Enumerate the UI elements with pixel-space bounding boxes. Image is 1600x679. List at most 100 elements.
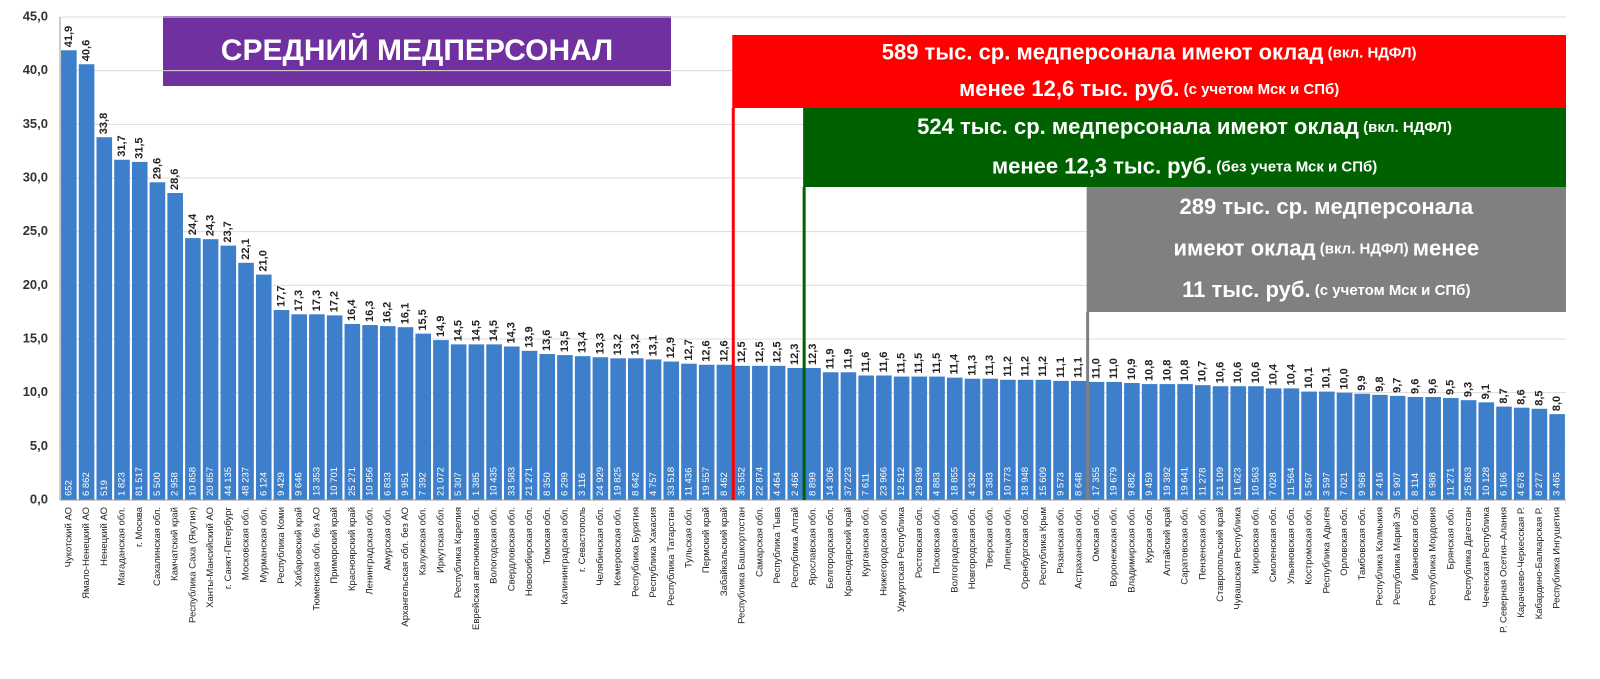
value-label: 9,6 [1427, 379, 1439, 394]
value-label: 11,0 [1108, 358, 1120, 379]
x-tick-label: г. Санкт-Петербург [223, 506, 234, 589]
value-label: 10,8 [1161, 360, 1173, 381]
bar [698, 364, 715, 500]
x-tick-label: Республика Алтай [790, 507, 801, 588]
bar [610, 358, 626, 500]
value-label: 17,3 [293, 290, 305, 311]
annotation-part: 524 тыс. ср. медперсонала имеют оклад [917, 114, 1359, 139]
bar [504, 346, 520, 500]
x-tick-label: Орловская обл. [1339, 507, 1350, 576]
count-label: 4 678 [1516, 472, 1527, 496]
x-tick-label: Нижегородская обл. [878, 507, 889, 596]
count-label: 5 567 [1304, 472, 1315, 496]
bar [1124, 383, 1140, 500]
value-label: 13,3 [594, 333, 606, 354]
bar [433, 340, 449, 500]
count-label: 10 435 [489, 467, 500, 496]
count-label: 19 392 [1162, 467, 1173, 496]
bar [752, 365, 768, 500]
x-tick-label: Астраханская обл. [1073, 507, 1084, 589]
bar [450, 344, 467, 500]
bar [1106, 381, 1122, 500]
value-label: 10,7 [1197, 361, 1209, 382]
x-tick-label: Курганская обл. [861, 507, 872, 577]
x-tick-label: Калининградская обл. [559, 507, 570, 605]
x-tick-label: Новосибирская обл. [524, 507, 535, 596]
value-label: 10,0 [1338, 368, 1350, 389]
value-label: 12,3 [789, 344, 801, 365]
bar [645, 359, 662, 500]
bar [1496, 406, 1512, 500]
x-tick-label: Смоленская обл. [1268, 507, 1279, 582]
bar [1407, 396, 1424, 500]
bar [929, 376, 945, 500]
count-label: 2 958 [170, 472, 181, 496]
value-label: 23,7 [222, 221, 234, 242]
bar [1549, 414, 1565, 500]
count-label: 4 332 [967, 472, 978, 496]
annotation-text: 589 тыс. ср. медперсонала имеют оклад (в… [882, 39, 1417, 64]
count-label: 7 392 [418, 472, 429, 496]
value-label: 31,7 [116, 135, 128, 156]
count-label: 8 642 [630, 472, 641, 496]
value-label: 41,9 [63, 26, 75, 47]
bar [982, 378, 998, 500]
value-label: 11,5 [931, 353, 943, 374]
bar [1354, 393, 1371, 500]
bar [1000, 379, 1016, 500]
bar [1531, 408, 1548, 500]
count-label: 7 611 [861, 473, 872, 496]
value-label: 11,2 [1037, 356, 1049, 377]
annotation-text: менее 12,6 тыс. руб. (с учетом Мск и СПб… [959, 76, 1339, 101]
count-label: 4 883 [932, 472, 943, 496]
count-label: 19 557 [701, 467, 712, 496]
bar [911, 376, 928, 500]
x-tick-label: Ямало-Ненецкий АО [81, 507, 92, 599]
bar [1017, 379, 1034, 500]
count-label: 5 500 [152, 472, 163, 496]
bar [1194, 385, 1211, 500]
x-tick-label: Челябинская обл. [595, 507, 606, 586]
value-label: 11,1 [1055, 357, 1067, 378]
x-tick-label: Ханты-Мансийский АО [205, 507, 216, 608]
value-label: 11,5 [913, 353, 925, 374]
bar [1513, 407, 1530, 500]
value-label: 13,5 [559, 331, 571, 352]
bar [787, 367, 804, 500]
bar [220, 245, 237, 500]
bar [1460, 400, 1477, 500]
bar [876, 375, 892, 500]
bar [539, 354, 556, 500]
value-label: 12,7 [683, 339, 695, 360]
x-tick-label: Ярославская обл. [808, 507, 819, 586]
count-label: 8 899 [808, 472, 819, 496]
annotation-part: 11 тыс. руб. [1182, 277, 1310, 302]
value-label: 16,3 [364, 301, 376, 322]
x-tick-label: Воронежская обл. [1109, 507, 1120, 587]
count-label: 10 858 [187, 467, 198, 496]
count-label: 21 109 [1215, 467, 1226, 496]
count-label: 11 623 [1233, 468, 1244, 496]
x-tick-label: Республика Мордовия [1428, 507, 1439, 606]
x-tick-label: Пермский край [701, 507, 712, 573]
count-label: 19 641 [1180, 467, 1191, 496]
x-tick-label: Московская обл. [241, 507, 252, 580]
bar [167, 193, 183, 500]
count-label: 6 166 [1499, 472, 1510, 496]
value-label: 8,6 [1516, 389, 1528, 404]
bar [1336, 392, 1353, 500]
count-label: 9 882 [1126, 472, 1137, 496]
value-label: 9,7 [1392, 378, 1404, 393]
value-label: 10,8 [1144, 360, 1156, 381]
bar [362, 325, 378, 500]
x-tick-label: Пензенская обл. [1197, 507, 1208, 580]
x-tick-label: Вологодская обл. [489, 507, 500, 584]
value-label: 13,2 [612, 334, 624, 355]
x-tick-label: Ростовская обл. [914, 507, 925, 578]
annotation-text: менее 12,3 тыс. руб. (без учета Мск и СП… [992, 153, 1377, 178]
bar [663, 361, 680, 500]
bar [822, 372, 839, 500]
count-label: 11 278 [1197, 468, 1208, 496]
x-tick-label: Самарская обл. [754, 507, 765, 577]
value-label: 8,5 [1533, 390, 1545, 405]
